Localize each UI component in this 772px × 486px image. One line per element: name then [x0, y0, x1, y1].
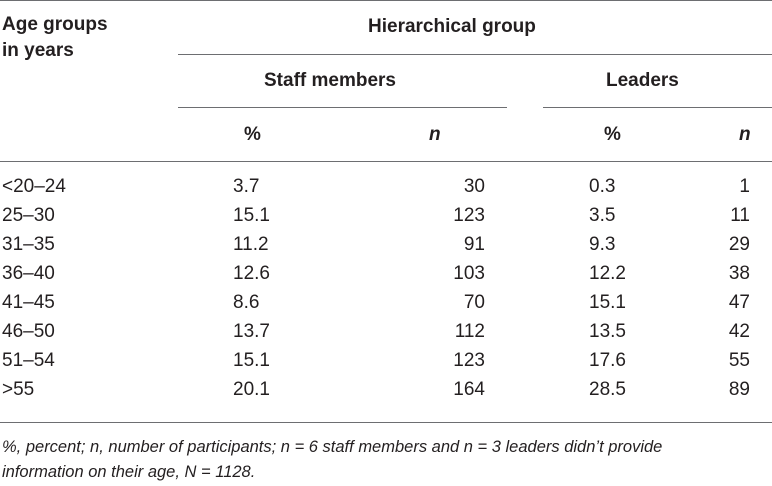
leaders-header: Leaders: [606, 70, 679, 91]
staff-percent-cell: 15.1: [233, 205, 270, 226]
staff-n-cell: 30: [463, 176, 485, 197]
age-group-cell: 46–50: [2, 321, 55, 342]
top-rule: [0, 0, 772, 1]
hierarchical-group-header: Hierarchical group: [368, 16, 536, 37]
staff-n-cell: 123: [453, 205, 485, 226]
leaders-n-cell: 47: [728, 292, 750, 313]
leaders-n-cell: 29: [728, 234, 750, 255]
staff-percent-cell: 3.7: [233, 176, 260, 197]
leaders-n-cell: 11: [730, 205, 750, 226]
staff-n-cell: 112: [454, 321, 485, 342]
staff-percent-cell: 11.2: [233, 234, 269, 255]
staff-n-cell: 103: [453, 263, 485, 284]
staff-percent-cell: 12.6: [233, 263, 270, 284]
age-group-cell: 25–30: [2, 205, 55, 226]
staff-members-header: Staff members: [264, 70, 396, 91]
body-bottom-rule: [0, 422, 772, 423]
table-footnote: %, percent; n, number of participants; n…: [2, 438, 663, 481]
leaders-n-cell: 1: [739, 176, 750, 197]
age-group-cell: 31–35: [2, 234, 55, 255]
staff-percent-cell: 8.6: [233, 292, 260, 313]
leaders-percent-cell: 12.2: [589, 263, 626, 284]
age-groups-header-line2: in years: [2, 40, 74, 61]
staff-percent-cell: 15.1: [233, 350, 270, 371]
age-group-cell: >55: [2, 379, 35, 400]
leaders-percent-cell: 0.3: [589, 176, 616, 197]
leaders-percent-cell: 13.5: [589, 321, 626, 342]
staff-n-cell: 123: [453, 350, 485, 371]
leaders-percent-cell: 3.5: [589, 205, 616, 226]
group-rule: [178, 54, 772, 55]
leaders-percent-cell: 15.1: [589, 292, 626, 313]
leaders-n-cell: 55: [728, 350, 750, 371]
leaders-percent-cell: 17.6: [589, 350, 626, 371]
staff-percent-header: %: [244, 124, 261, 145]
age-group-cell: 36–40: [2, 263, 55, 284]
age-group-cell: 51–54: [2, 350, 55, 371]
leaders-n-cell: 38: [728, 263, 750, 284]
staff-n-cell: 164: [453, 379, 485, 400]
header-bottom-rule: [0, 161, 772, 162]
age-group-cell: 41–45: [2, 292, 55, 313]
age-group-cell: <20–24: [2, 176, 66, 197]
staff-n-cell: 91: [463, 234, 485, 255]
age-groups-header-line1: Age groups: [2, 14, 108, 35]
leaders-percent-header: %: [604, 124, 621, 145]
leaders-n-cell: 89: [728, 379, 750, 400]
leaders-percent-cell: 28.5: [589, 379, 626, 400]
staff-rule: [178, 107, 507, 108]
leaders-percent-cell: 9.3: [589, 234, 616, 255]
staff-percent-cell: 13.7: [233, 321, 270, 342]
leaders-rule: [543, 107, 772, 108]
leaders-n-cell: 42: [728, 321, 750, 342]
staff-n-cell: 70: [463, 292, 485, 313]
leaders-n-header: n: [739, 124, 751, 145]
staff-percent-cell: 20.1: [233, 379, 270, 400]
staff-n-header: n: [429, 124, 441, 145]
